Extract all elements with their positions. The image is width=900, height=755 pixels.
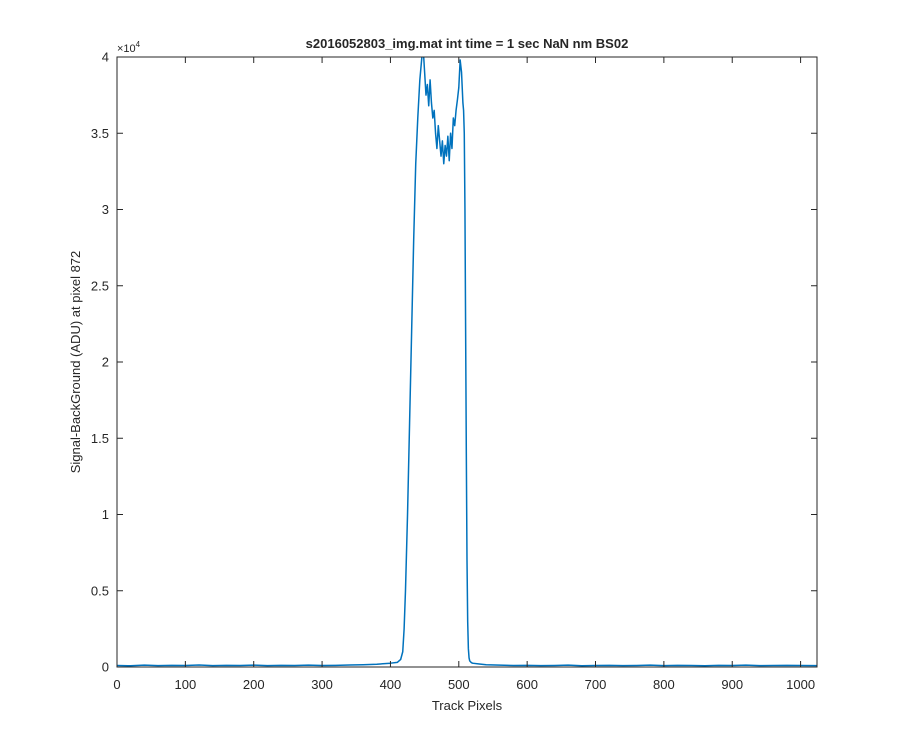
y-tick-label: 3.5: [91, 126, 109, 141]
x-tick-label: 1000: [786, 677, 815, 692]
x-tick-label: 700: [585, 677, 607, 692]
x-tick-label: 400: [380, 677, 402, 692]
y-axis-exponent-power: 4: [136, 40, 141, 49]
x-tick-label: 900: [721, 677, 743, 692]
y-tick-label: 0.5: [91, 583, 109, 598]
data-layer: [117, 57, 817, 667]
ticks-layer: 0 100 200 300 400 500 600 700 800 900 1000 0 0.5 1 1.5…: [91, 50, 817, 692]
x-tick-label: 100: [175, 677, 197, 692]
x-axis-label: Track Pixels: [432, 698, 503, 713]
y-tick-label: 2.5: [91, 278, 109, 293]
y-tick-label: 2: [102, 355, 109, 370]
y-axis-exponent-base: ×10: [117, 43, 136, 55]
y-tick-label: 4: [102, 50, 109, 65]
x-tick-label: 0: [113, 677, 120, 692]
x-tick-label: 300: [311, 677, 333, 692]
y-tick-label: 1: [102, 507, 109, 522]
chart-title: s2016052803_img.mat int time = 1 sec NaN…: [306, 36, 629, 51]
x-tick-label: 200: [243, 677, 265, 692]
y-tick-label: 3: [102, 202, 109, 217]
y-tick-label: 1.5: [91, 431, 109, 446]
x-tick-label: 600: [516, 677, 538, 692]
y-axis-label: Signal-BackGround (ADU) at pixel 872: [68, 251, 83, 474]
series-line-0: [117, 57, 817, 667]
x-tick-label: 500: [448, 677, 470, 692]
y-axis-exponent: ×104: [117, 40, 141, 55]
y-tick-label: 0: [102, 660, 109, 675]
x-tick-label: 800: [653, 677, 675, 692]
